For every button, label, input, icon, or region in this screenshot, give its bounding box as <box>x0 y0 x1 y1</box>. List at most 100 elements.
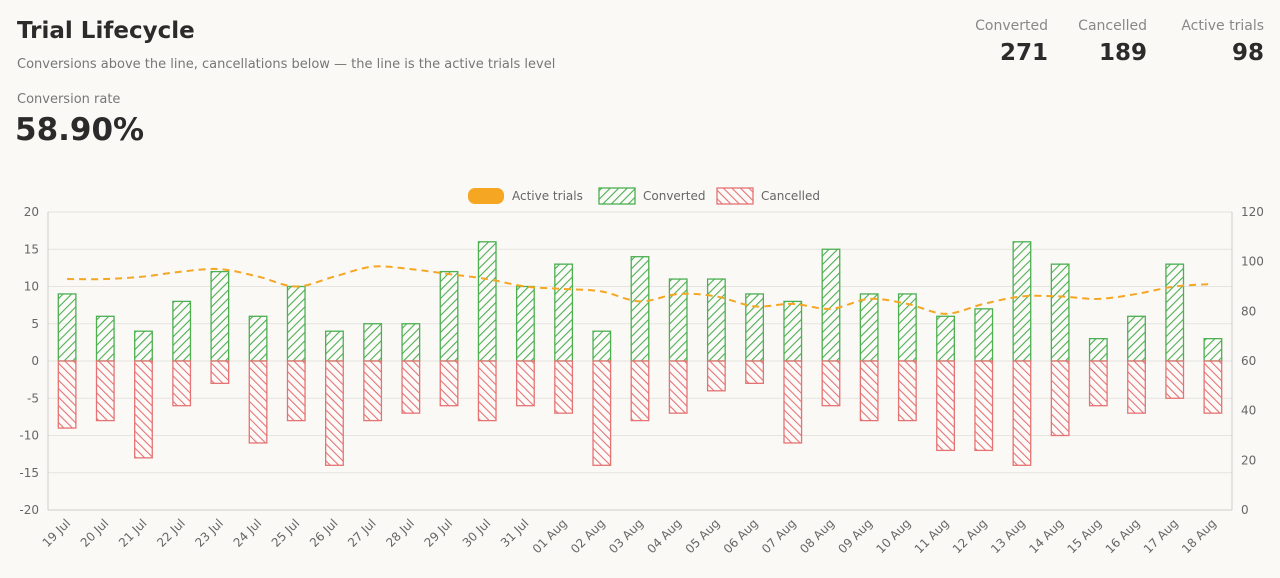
x-tick-label: 17 Aug <box>1141 516 1181 556</box>
converted-bar[interactable] <box>248 315 268 362</box>
converted-bar[interactable] <box>554 263 574 362</box>
x-tick-label: 04 Aug <box>644 516 684 556</box>
y-left-tick-label: 5 <box>31 317 39 331</box>
converted-bar[interactable] <box>439 270 459 362</box>
cancelled-bar[interactable] <box>286 360 306 422</box>
cancelled-bar[interactable] <box>172 360 192 407</box>
cancelled-bar[interactable] <box>515 360 535 407</box>
y-left-tick-label: -15 <box>19 466 39 480</box>
chart-subtitle: Conversions above the line, cancellation… <box>17 57 556 72</box>
legend-item-cancelled[interactable]: Cancelled <box>716 187 820 205</box>
x-tick-label: 19 Jul <box>40 516 74 550</box>
cancelled-bar[interactable] <box>897 360 917 422</box>
conversion-rate-label: Conversion rate <box>17 92 121 107</box>
cancelled-bar[interactable] <box>248 360 268 444</box>
cancelled-bar[interactable] <box>821 360 841 407</box>
converted-bar[interactable] <box>1012 241 1032 362</box>
cancelled-bar[interactable] <box>1165 360 1185 399</box>
y-right-tick-label: 120 <box>1241 205 1264 219</box>
x-tick-label: 12 Aug <box>950 516 990 556</box>
converted-bar[interactable] <box>1088 337 1108 362</box>
kpi-cancelled-label: Cancelled <box>1078 18 1147 34</box>
x-tick-label: 06 Aug <box>721 516 761 556</box>
cancelled-bar[interactable] <box>210 360 230 385</box>
cancelled-bar[interactable] <box>1203 360 1223 414</box>
converted-bar[interactable] <box>401 323 421 362</box>
cancelled-bar[interactable] <box>134 360 153 459</box>
converted-bar[interactable] <box>630 256 650 362</box>
active-trials-series-line[interactable] <box>67 265 1213 315</box>
converted-bar[interactable] <box>821 248 841 362</box>
converted-bar[interactable] <box>57 293 77 362</box>
y-left-tick-label: 15 <box>24 242 39 256</box>
x-tick-label: 31 Jul <box>498 516 532 550</box>
converted-bar[interactable] <box>1050 263 1070 362</box>
converted-bar[interactable] <box>1127 315 1146 362</box>
kpi-converted-value: 271 <box>999 40 1048 66</box>
x-tick-label: 30 Jul <box>460 516 494 550</box>
y-left-tick-label: -10 <box>19 429 39 443</box>
cancelled-bar[interactable] <box>668 360 688 414</box>
kpi-converted: Converted 271 <box>975 18 1048 66</box>
converted-bar[interactable] <box>363 323 383 362</box>
cancelled-bar[interactable] <box>1088 360 1108 407</box>
converted-bar[interactable] <box>515 285 535 362</box>
legend-swatch-active-trials <box>468 188 504 204</box>
cancelled-bar[interactable] <box>325 360 344 466</box>
kpi-active-trials: Active trials 98 <box>1181 18 1264 66</box>
cancelled-bar[interactable] <box>95 360 115 422</box>
converted-bar[interactable] <box>745 293 765 362</box>
cancelled-bar[interactable] <box>630 360 650 422</box>
converted-bar[interactable] <box>936 315 955 362</box>
legend-item-converted[interactable]: Converted <box>598 187 705 205</box>
converted-bar[interactable] <box>210 270 230 362</box>
cancelled-bar[interactable] <box>745 360 765 385</box>
kpi-active-trials-label: Active trials <box>1181 18 1264 34</box>
x-tick-label: 13 Aug <box>988 516 1028 556</box>
bars <box>57 241 1223 466</box>
x-tick-label: 08 Aug <box>797 516 837 556</box>
x-tick-label: 15 Aug <box>1064 516 1104 556</box>
legend-label: Converted <box>643 189 705 203</box>
cancelled-bar[interactable] <box>439 360 459 407</box>
x-tick-label: 11 Aug <box>912 516 952 556</box>
x-tick-label: 25 Jul <box>269 516 303 550</box>
cancelled-bar[interactable] <box>1012 360 1032 466</box>
converted-bar[interactable] <box>172 300 192 362</box>
cancelled-bar[interactable] <box>974 360 994 452</box>
converted-bar[interactable] <box>592 330 612 362</box>
converted-bar[interactable] <box>134 330 153 362</box>
converted-bar[interactable] <box>974 308 994 362</box>
cancelled-bar[interactable] <box>859 360 879 422</box>
cancelled-bar[interactable] <box>477 360 497 422</box>
cancelled-bar[interactable] <box>592 360 612 466</box>
cancelled-bar[interactable] <box>554 360 574 414</box>
converted-bar[interactable] <box>325 330 344 362</box>
converted-bar[interactable] <box>668 278 688 362</box>
legend[interactable]: Active trials Converted Cancelled <box>468 187 820 205</box>
cancelled-bar[interactable] <box>1050 360 1070 437</box>
cancelled-bar[interactable] <box>706 360 726 392</box>
converted-bar[interactable] <box>706 278 726 362</box>
cancelled-bar[interactable] <box>363 360 383 422</box>
x-tick-label: 14 Aug <box>1026 516 1066 556</box>
cancelled-bar[interactable] <box>1127 360 1146 414</box>
converted-bar[interactable] <box>477 241 497 362</box>
cancelled-bar[interactable] <box>936 360 955 452</box>
y-right-tick-label: 20 <box>1241 453 1256 467</box>
converted-bar[interactable] <box>1203 337 1223 362</box>
legend-item-active-trials[interactable]: Active trials <box>468 188 583 204</box>
conversion-rate-value: 58.90% <box>15 112 145 148</box>
converted-bar[interactable] <box>286 285 306 362</box>
cancelled-bar[interactable] <box>783 360 803 444</box>
converted-bar[interactable] <box>859 293 879 362</box>
cancelled-bar[interactable] <box>57 360 77 429</box>
kpi-cancelled-value: 189 <box>1098 40 1147 66</box>
y-left-tick-label: 10 <box>24 280 39 294</box>
x-tick-label: 21 Jul <box>116 516 150 550</box>
converted-bar[interactable] <box>95 315 115 362</box>
converted-bar[interactable] <box>1165 263 1185 362</box>
converted-bar[interactable] <box>783 300 803 362</box>
cancelled-bar[interactable] <box>401 360 421 414</box>
y-left-tick-label: -5 <box>27 391 39 405</box>
